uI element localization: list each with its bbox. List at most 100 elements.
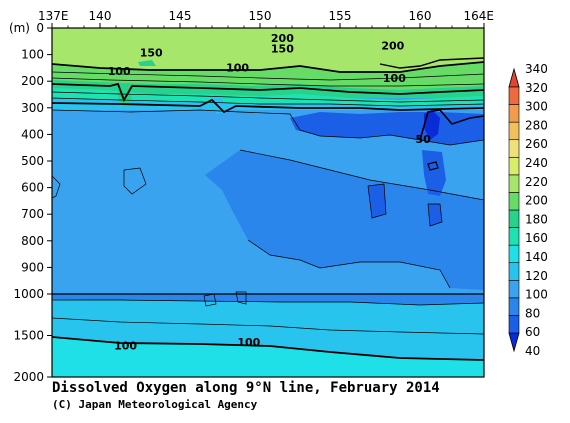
contour-190: [52, 71, 484, 81]
mid-core-60-80: [422, 150, 446, 196]
colorbar-label: 80: [525, 306, 540, 320]
colorbar-segment: [508, 104, 520, 123]
colorbar-label: 240: [525, 156, 548, 170]
y-tick-label: 400: [21, 127, 44, 141]
colorbar-label: 60: [525, 325, 540, 339]
y-tick-label: 600: [21, 181, 44, 195]
y-tick-label: 700: [21, 207, 44, 221]
x-tick-label: 164E: [464, 9, 495, 23]
colorbar-segment: [508, 244, 520, 264]
colorbar-label: 40: [525, 344, 540, 358]
colorbar-segment: [508, 297, 520, 316]
contour-130: [52, 91, 484, 103]
core-40: [424, 110, 440, 140]
contour-small-c: [123, 167, 147, 195]
contour-100-deep-thick: [52, 336, 484, 361]
blob-60-a: [368, 184, 386, 218]
contour-150-thick: [52, 82, 484, 103]
contour-50-thick: [419, 109, 484, 141]
x-tick-label: 137E: [38, 9, 69, 23]
contour-deep-100: [52, 299, 484, 306]
y-tick-label: 200: [21, 74, 44, 88]
contour-label: 100: [383, 72, 406, 85]
x-tick-label: 145: [169, 9, 192, 23]
deep-band-100-120: [52, 300, 484, 360]
contour-label: 100: [226, 61, 249, 74]
colorbar-label: 220: [525, 175, 548, 189]
colorbar-segment: [508, 192, 520, 211]
y-tick-label: 900: [21, 260, 44, 274]
chart-title: Dissolved Oxygen along 9°N line, Februar…: [52, 380, 440, 396]
contour-110: [52, 97, 484, 107]
contour-label: 150: [140, 47, 163, 60]
colorbar-segment: [508, 156, 520, 176]
x-tick-label: 150: [249, 9, 272, 23]
y-tick-label: 100: [21, 48, 44, 62]
patch-near-surface: [138, 60, 156, 66]
colorbar-segment: [508, 121, 520, 141]
contour-blob-b: [427, 203, 443, 227]
surface-band-200-220: [52, 28, 484, 72]
contour-200-upper: [379, 57, 484, 69]
colorbar-segment: [508, 227, 520, 246]
colorbar-low-arrow: [508, 332, 520, 353]
y-tick-label: 500: [21, 154, 44, 168]
colorbar-segment: [508, 262, 520, 281]
dip-140: [118, 84, 132, 108]
colorbar-label: 120: [525, 269, 548, 283]
colorbar-label: 200: [525, 194, 548, 208]
colorbar-segment: [508, 86, 520, 105]
colorbar-label: 300: [525, 100, 548, 114]
contour-lines: [52, 57, 484, 361]
colorbar-label: 260: [525, 137, 548, 151]
colorbar-segment: [508, 139, 520, 158]
x-axis: 137E 140 145 150 155 160 164E: [38, 9, 494, 28]
contour-label: 200: [381, 39, 404, 52]
contour-80: [52, 109, 484, 146]
plot-frame: [51, 27, 485, 378]
contour-blob-a: [367, 183, 387, 219]
y-unit-label: (m): [9, 21, 30, 35]
contour-small-d: [203, 293, 217, 307]
contour-deep-110: [52, 317, 484, 335]
y-tick-label: 0: [36, 21, 44, 35]
contour-200-thick: [52, 61, 484, 73]
contour-70-deep: [247, 239, 451, 289]
colorbar-high-arrow: [508, 67, 520, 88]
contour-label: 100: [237, 336, 260, 349]
colorbar-label: 280: [525, 118, 548, 132]
y-tick-label: 800: [21, 234, 44, 248]
contour-label: 100: [108, 65, 131, 78]
x-tick-label: 155: [329, 9, 352, 23]
contour-small-e: [235, 291, 247, 305]
contour-label: 150: [271, 43, 294, 56]
y-axis: 0 100 200 300 400 500 600 700 800 900 1000 1500 2000…: [9, 21, 52, 384]
x-tick-label: 160: [409, 9, 432, 23]
colorbar-label: 340: [525, 62, 548, 76]
colorbar-label: 180: [525, 212, 548, 226]
deep-band-80-100: [52, 294, 484, 305]
colorbar-label: 160: [525, 231, 548, 245]
colorbar-label: 140: [525, 250, 548, 264]
chart-credit: (C) Japan Meteorological Agency: [52, 398, 258, 411]
oxygen-minimum-60-80: [205, 150, 484, 290]
x-tick-label: 140: [89, 9, 112, 23]
contour-label: 100: [114, 339, 137, 352]
colorbar-segment: [508, 279, 520, 299]
colorbar-segment: [508, 315, 520, 334]
y-tick-label: 300: [21, 101, 44, 115]
colorbar: 340 320 300 280 260 240 220 200 180 160 140 120 100 8…: [508, 62, 548, 358]
contour-label: 50: [416, 133, 432, 146]
colorbar-label: 320: [525, 81, 548, 95]
y-tick-label: 2000: [13, 370, 44, 384]
colorbar-label: 100: [525, 288, 548, 302]
deep-band-120-140: [52, 337, 484, 377]
contour-100-thick: [52, 98, 484, 114]
y-tick-label: 1500: [13, 329, 44, 343]
colorbar-segment: [508, 174, 520, 193]
colorbar-segment: [508, 209, 520, 228]
blob-60-b: [428, 204, 442, 226]
y-tick-label: 1000: [13, 287, 44, 301]
